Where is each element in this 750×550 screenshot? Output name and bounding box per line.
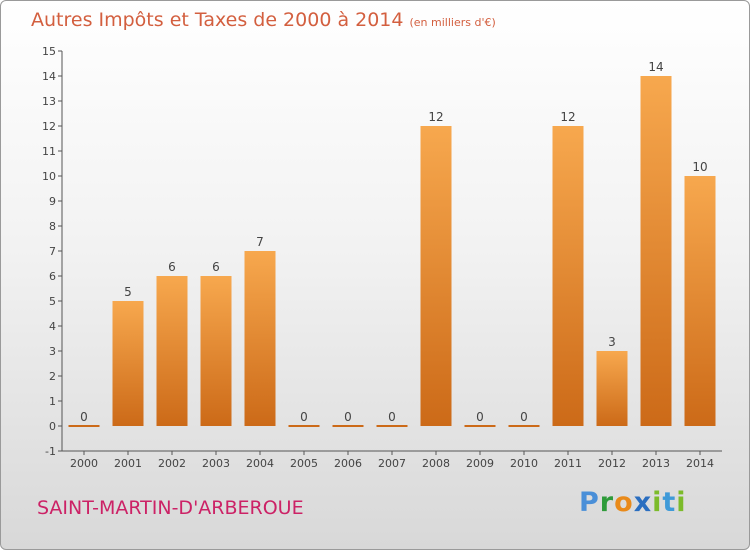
bar xyxy=(244,251,276,426)
y-tick-label: 4 xyxy=(49,320,56,333)
x-tick-label: 2006 xyxy=(334,457,362,470)
data-label: 12 xyxy=(428,110,443,124)
chart-data-labels: 0 5 6 6 7 0 0 0 12 0 0 12 3 14 10 xyxy=(80,60,707,424)
bar xyxy=(200,276,232,426)
bar xyxy=(156,276,188,426)
bar xyxy=(112,301,144,426)
x-tick-label: 2008 xyxy=(422,457,450,470)
x-tick-label: 2000 xyxy=(70,457,98,470)
chart-bars xyxy=(68,76,716,427)
data-label: 6 xyxy=(168,260,176,274)
y-tick-label: 9 xyxy=(49,195,56,208)
bar xyxy=(596,351,628,426)
commune-name: SAINT-MARTIN-D'ARBEROUE xyxy=(37,497,304,519)
data-label: 7 xyxy=(256,235,264,249)
bar xyxy=(640,76,672,426)
data-label: 0 xyxy=(388,410,396,424)
y-tick-label: 12 xyxy=(42,120,56,133)
y-tick-label: 10 xyxy=(42,170,56,183)
x-tick-label: 2002 xyxy=(158,457,186,470)
bar xyxy=(288,425,320,427)
y-tick-label: 6 xyxy=(49,270,56,283)
x-tick-label: 2001 xyxy=(114,457,142,470)
x-tick-label: 2004 xyxy=(246,457,274,470)
x-tick-label: 2013 xyxy=(642,457,670,470)
data-label: 0 xyxy=(80,410,88,424)
x-tick-label: 2007 xyxy=(378,457,406,470)
x-tick-label: 2012 xyxy=(598,457,626,470)
y-tick-label: 5 xyxy=(49,295,56,308)
bar xyxy=(552,126,584,426)
bar xyxy=(684,176,716,426)
y-tick-label: 7 xyxy=(49,245,56,258)
x-tick-label: 2014 xyxy=(686,457,714,470)
bar xyxy=(376,425,408,427)
x-tick-label: 2010 xyxy=(510,457,538,470)
y-tick-label: 13 xyxy=(42,95,56,108)
data-label: 0 xyxy=(344,410,352,424)
data-label: 6 xyxy=(212,260,220,274)
y-tick-label: -1 xyxy=(45,445,56,458)
x-tick-label: 2009 xyxy=(466,457,494,470)
x-tick-label: 2003 xyxy=(202,457,230,470)
y-tick-label: 1 xyxy=(49,395,56,408)
chart-title: Autres Impôts et Taxes de 2000 à 2014 (en… xyxy=(31,9,496,31)
bar xyxy=(508,425,540,427)
x-tick-label: 2011 xyxy=(554,457,582,470)
data-label: 5 xyxy=(124,285,132,299)
y-tick-label: 14 xyxy=(42,70,56,83)
x-tick-label: 2005 xyxy=(290,457,318,470)
bar xyxy=(68,425,100,427)
y-tick-label: 11 xyxy=(42,145,56,158)
y-tick-label: 0 xyxy=(49,420,56,433)
proxiti-logo[interactable]: Proxiti xyxy=(579,487,687,518)
data-label: 0 xyxy=(520,410,528,424)
bar xyxy=(332,425,364,427)
chart-title-text: Autres Impôts et Taxes de 2000 à 2014 xyxy=(31,9,404,31)
y-tick-label: 15 xyxy=(42,45,56,58)
chart-unit: (en milliers d'€) xyxy=(409,16,496,29)
data-label: 10 xyxy=(692,160,707,174)
data-label: 14 xyxy=(648,60,663,74)
bar xyxy=(420,126,452,426)
data-label: 3 xyxy=(608,335,616,349)
data-label: 0 xyxy=(476,410,484,424)
bar xyxy=(464,425,496,427)
data-label: 0 xyxy=(300,410,308,424)
y-tick-label: 8 xyxy=(49,220,56,233)
data-label: 12 xyxy=(560,110,575,124)
y-tick-label: 2 xyxy=(49,370,56,383)
y-tick-label: 3 xyxy=(49,345,56,358)
